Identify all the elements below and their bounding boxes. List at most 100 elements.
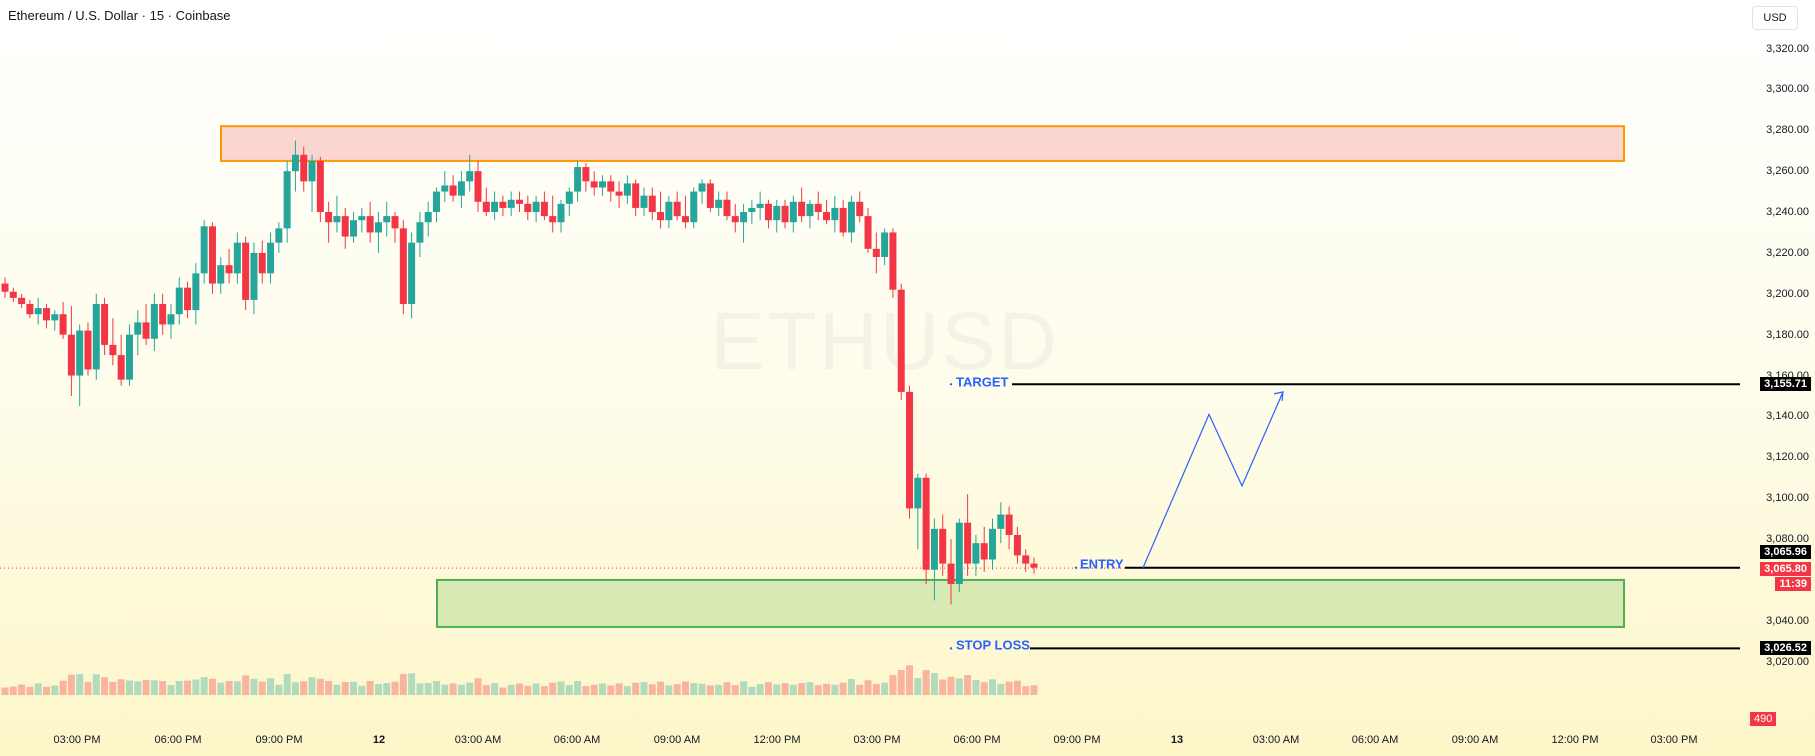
annotation-dot <box>949 383 953 386</box>
volume-bar <box>574 681 582 695</box>
volume-bar <box>184 680 192 695</box>
volume-bar <box>466 682 474 695</box>
candle-body <box>225 265 233 274</box>
volume-bar <box>632 682 640 695</box>
volume-bar <box>549 682 557 695</box>
candle-body <box>864 216 872 249</box>
candle-body <box>607 181 615 192</box>
stop-loss-annotation: STOP LOSS <box>956 637 1030 653</box>
volume-bar <box>457 684 465 695</box>
candle-body <box>731 216 739 223</box>
volume-bar <box>34 683 42 695</box>
volume-bar <box>623 686 631 695</box>
volume-bar <box>208 678 216 695</box>
volume-bar <box>889 675 897 695</box>
price-tick: 3,100.00 <box>1766 492 1809 505</box>
candle-body <box>482 201 490 213</box>
price-tick: 3,200.00 <box>1766 287 1809 300</box>
candle-body <box>640 195 648 208</box>
candle-body <box>258 252 266 274</box>
candle-body <box>540 201 548 217</box>
currency-button[interactable]: USD <box>1752 6 1798 30</box>
candle-body <box>598 181 606 188</box>
volume-bar <box>101 677 109 695</box>
candle-body <box>491 201 499 213</box>
volume-bar <box>706 685 714 695</box>
volume-bar <box>42 686 50 695</box>
volume-bar <box>1030 685 1038 695</box>
volume-bar <box>242 675 250 695</box>
volume-bar <box>665 685 673 695</box>
candle-body <box>383 216 391 223</box>
candle-body <box>706 183 714 208</box>
candle-body <box>681 216 689 223</box>
entry-price-label: 3,065.96 <box>1760 544 1811 559</box>
candle-body <box>101 304 109 345</box>
last-price-label: 3,065.80 <box>1760 562 1811 577</box>
volume-bar <box>300 681 308 695</box>
price-axis[interactable]: 3,320.00 3,300.00 3,280.00 3,260.00 3,240.00… <box>1740 0 1815 700</box>
candle-body <box>34 308 42 315</box>
symbol-title[interactable]: Ethereum / U.S. Dollar · 15 · Coinbase <box>8 8 231 23</box>
candle-body <box>549 216 557 223</box>
volume-bar <box>839 682 847 695</box>
candle-body <box>764 203 772 221</box>
volume-bar <box>192 679 200 695</box>
price-tick: 3,220.00 <box>1766 246 1809 259</box>
candle-body <box>839 207 847 233</box>
candle-body <box>964 522 972 564</box>
candle-body <box>648 195 656 213</box>
price-tick: 3,040.00 <box>1766 614 1809 627</box>
candle-body <box>889 232 897 290</box>
volume-bar <box>598 683 606 695</box>
time-tick: 06:00 AM <box>1351 734 1399 746</box>
candle-body <box>615 191 623 196</box>
candle-body <box>806 203 814 217</box>
candle-body <box>906 391 914 509</box>
time-tick: 12 <box>372 734 386 746</box>
demand-zone <box>436 578 1625 628</box>
candle-body <box>997 514 1005 529</box>
volume-bar <box>823 683 831 695</box>
candle-body <box>308 160 316 182</box>
volume-bar <box>590 684 598 695</box>
volume-bar <box>715 684 723 695</box>
candle-body <box>84 330 92 370</box>
time-tick: 09:00 AM <box>653 734 701 746</box>
candle-body <box>1030 563 1038 568</box>
time-axis[interactable]: 03:00 PM 06:00 PM 09:00 PM 12 03:00 AM 06:00 … <box>0 726 1740 756</box>
volume-bar <box>516 683 523 695</box>
volume-bar <box>789 684 797 695</box>
candle-body <box>507 199 515 208</box>
candle-body <box>582 167 590 182</box>
volume-bar <box>275 684 283 695</box>
time-tick: 09:00 AM <box>1451 734 1499 746</box>
volume-bar <box>773 684 781 695</box>
candle-body <box>1013 534 1021 556</box>
volume-bar <box>723 682 731 695</box>
candle-body <box>366 216 374 233</box>
volume-bar <box>914 678 922 695</box>
volume-bar <box>109 681 117 695</box>
volume-bar <box>748 686 756 695</box>
volume-bar <box>84 681 92 695</box>
volume-bar <box>764 682 772 695</box>
time-tick: 03:00 PM <box>1650 734 1698 746</box>
time-tick: 09:00 PM <box>1053 734 1101 746</box>
candle-body <box>51 314 59 321</box>
volume-bar <box>341 682 349 695</box>
candle-body <box>291 154 299 172</box>
candle-body <box>557 203 565 223</box>
volume-bar <box>881 682 889 695</box>
candle-body <box>391 216 399 229</box>
volume-bar <box>433 681 441 695</box>
annotation-dot <box>1074 566 1078 569</box>
candle-body <box>740 212 748 223</box>
time-tick: 03:00 PM <box>853 734 901 746</box>
candle-body <box>847 201 855 233</box>
price-tick: 3,280.00 <box>1766 124 1809 137</box>
volume-bar <box>524 685 532 695</box>
candle-body <box>250 252 258 300</box>
price-chart[interactable] <box>0 0 1740 726</box>
